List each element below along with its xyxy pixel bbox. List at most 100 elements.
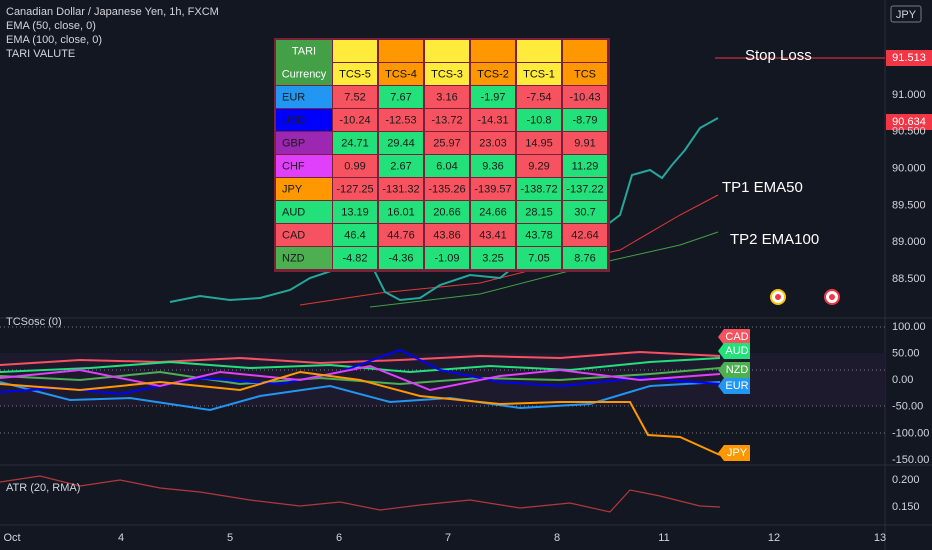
value-label: -7.54 <box>526 91 551 103</box>
osc-line-usd <box>0 348 721 396</box>
value-cell <box>471 109 515 131</box>
value-label: -13.72 <box>431 114 462 126</box>
value-cell <box>471 155 515 177</box>
value-label: 3.16 <box>436 91 457 103</box>
header-cell <box>425 40 469 62</box>
value-label: -10.43 <box>569 91 600 103</box>
time-tick-label: 11 <box>658 532 669 544</box>
value-cell <box>379 201 423 223</box>
value-cell <box>333 201 377 223</box>
header-cell <box>517 63 561 85</box>
value-label: 24.71 <box>341 137 369 149</box>
value-cell <box>517 155 561 177</box>
currency-cell <box>276 109 332 131</box>
value-cell <box>563 109 607 131</box>
value-label: -12.53 <box>385 114 416 126</box>
value-label: 7.67 <box>390 91 411 103</box>
value-cell <box>517 86 561 108</box>
osc-tick-label: 50.00 <box>892 348 920 360</box>
osc-line-aud <box>0 357 721 374</box>
price-tag <box>886 50 932 66</box>
value-cell <box>425 201 469 223</box>
value-cell <box>517 201 561 223</box>
value-cell <box>471 224 515 246</box>
currency-cell <box>276 132 332 154</box>
value-label: 46.4 <box>344 229 365 241</box>
column-header: TCS-3 <box>431 68 463 80</box>
value-cell <box>471 247 515 269</box>
value-cell <box>379 132 423 154</box>
value-cell <box>517 178 561 200</box>
tari-table: TARI Currency TCS-5 TCS-4 TCS-3 TCS-2 TCS-1 TCS… <box>274 38 610 272</box>
value-cell <box>379 178 423 200</box>
value-label: -127.25 <box>336 183 373 195</box>
table-title: TARI <box>292 45 316 57</box>
header-cell <box>276 40 332 63</box>
column-header: TCS-5 <box>339 68 371 80</box>
value-cell <box>425 155 469 177</box>
time-tick-label: 13 <box>874 532 886 544</box>
value-label: -14.31 <box>477 114 508 126</box>
value-label: 44.76 <box>387 229 415 241</box>
value-cell <box>563 86 607 108</box>
currency-cell <box>276 247 332 269</box>
currency-label: CHF <box>282 160 305 172</box>
value-label: -4.36 <box>388 252 413 264</box>
indicator-label: TARI VALUTE <box>6 48 75 60</box>
value-cell <box>563 178 607 200</box>
osc-line-jpy <box>0 370 721 456</box>
header-cell <box>471 63 515 85</box>
price-tick-label: 90.000 <box>892 163 926 175</box>
value-cell <box>333 109 377 131</box>
value-label: 42.64 <box>571 229 599 241</box>
value-label: 8.76 <box>574 252 595 264</box>
osc-tag-label: NZD <box>726 364 749 376</box>
indicator-label: EMA (50, close, 0) <box>6 20 96 32</box>
value-cell <box>333 178 377 200</box>
header-cell <box>333 40 377 62</box>
currency-label: CAD <box>282 229 305 241</box>
currency-cell <box>276 155 332 177</box>
value-label: -10.8 <box>526 114 551 126</box>
currency-box[interactable] <box>890 5 922 23</box>
value-cell <box>425 86 469 108</box>
value-label: 2.67 <box>390 160 411 172</box>
atr-tick-label: 0.200 <box>892 474 920 486</box>
value-cell <box>333 86 377 108</box>
price-line <box>169 117 719 303</box>
value-label: -4.82 <box>342 252 367 264</box>
price-tick-label: 91.000 <box>892 89 926 101</box>
value-cell <box>333 132 377 154</box>
osc-tag-label: AUD <box>725 345 748 357</box>
value-cell <box>379 86 423 108</box>
value-label: 9.36 <box>482 160 503 172</box>
value-cell <box>517 132 561 154</box>
value-cell <box>333 155 377 177</box>
currency-label: AUD <box>282 206 305 218</box>
pane-label: ATR (20, RMA) <box>6 482 80 494</box>
value-cell <box>379 247 423 269</box>
atr-tick-label: 0.150 <box>892 501 920 513</box>
stop-loss-tag: 91.513 <box>892 52 926 64</box>
currency-label: USD <box>282 114 305 126</box>
value-label: -10.24 <box>339 114 370 126</box>
value-label: 28.15 <box>525 206 553 218</box>
header-cell <box>379 63 423 85</box>
header-cell <box>425 63 469 85</box>
osc-tag-label: CAD <box>725 331 748 343</box>
value-cell <box>471 132 515 154</box>
value-label: 43.78 <box>525 229 553 241</box>
time-tick-label: 4 <box>118 532 124 544</box>
value-label: 29.44 <box>387 137 415 149</box>
value-cell <box>471 86 515 108</box>
time-tick-label: 12 <box>768 532 780 544</box>
currency-cell <box>276 224 332 246</box>
column-header: TCS-4 <box>385 68 417 80</box>
value-cell <box>563 132 607 154</box>
price-tick-label: 89.500 <box>892 199 926 211</box>
value-cell <box>563 247 607 269</box>
value-cell <box>425 109 469 131</box>
value-label: 14.95 <box>525 137 553 149</box>
currency-label: EUR <box>282 91 305 103</box>
time-tick-label: 7 <box>445 532 451 544</box>
